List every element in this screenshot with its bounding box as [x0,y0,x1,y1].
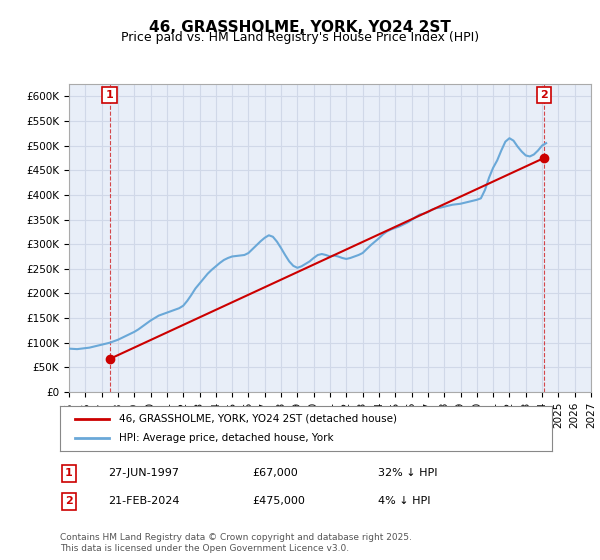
Text: 46, GRASSHOLME, YORK, YO24 2ST: 46, GRASSHOLME, YORK, YO24 2ST [149,20,451,35]
Text: Price paid vs. HM Land Registry's House Price Index (HPI): Price paid vs. HM Land Registry's House … [121,31,479,44]
Text: 4% ↓ HPI: 4% ↓ HPI [378,496,431,506]
Text: 2: 2 [65,496,73,506]
Text: 21-FEB-2024: 21-FEB-2024 [108,496,179,506]
Text: HPI: Average price, detached house, York: HPI: Average price, detached house, York [119,433,334,444]
Text: 1: 1 [65,468,73,478]
Text: 46, GRASSHOLME, YORK, YO24 2ST (detached house): 46, GRASSHOLME, YORK, YO24 2ST (detached… [119,413,397,423]
Text: £67,000: £67,000 [252,468,298,478]
Text: Contains HM Land Registry data © Crown copyright and database right 2025.
This d: Contains HM Land Registry data © Crown c… [60,533,412,553]
Text: 32% ↓ HPI: 32% ↓ HPI [378,468,437,478]
Text: 2: 2 [541,90,548,100]
Text: £475,000: £475,000 [252,496,305,506]
Text: 27-JUN-1997: 27-JUN-1997 [108,468,179,478]
Text: 1: 1 [106,90,113,100]
